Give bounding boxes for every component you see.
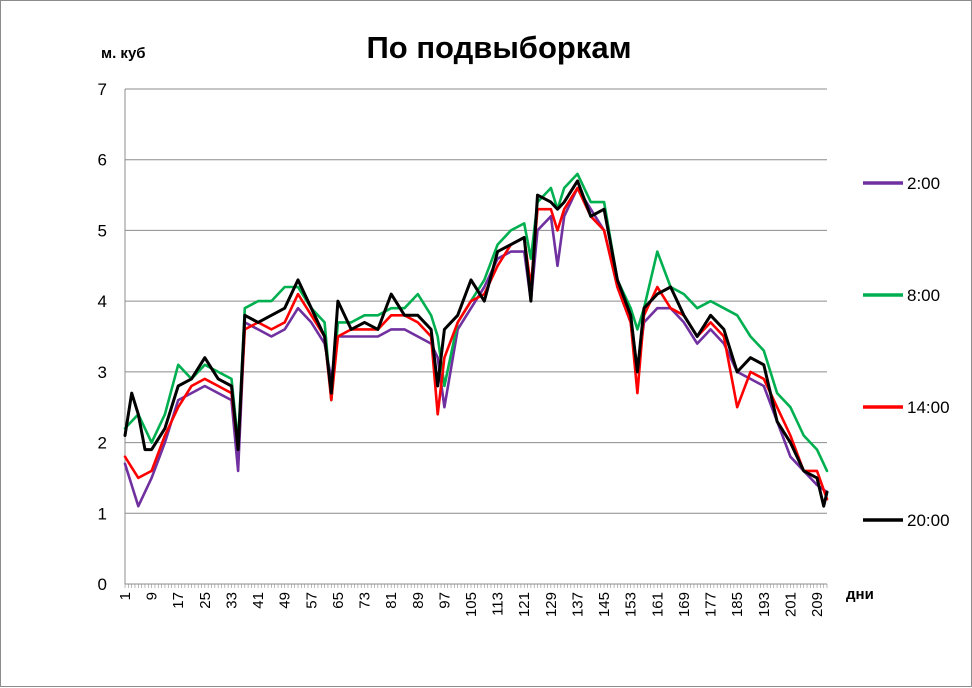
- series-line-200: [123, 186, 829, 508]
- x-tick-label: 137: [569, 592, 586, 617]
- legend-label: 2:00: [907, 174, 940, 193]
- x-tick-labels: 1 9 17 25 33 41 49 57 65 73 81 89 97 105 113 121 129 137 1…: [117, 592, 826, 617]
- x-tick-label: 209: [809, 592, 826, 617]
- x-tick-label: 169: [676, 592, 693, 617]
- x-tick-label: 185: [729, 592, 746, 617]
- legend-label: 8:00: [907, 286, 940, 305]
- x-tick-label: 17: [170, 592, 187, 609]
- y-tick-labels: 0 1 2 3 4 5 6 7: [98, 80, 107, 594]
- x-tick-label: 25: [197, 592, 214, 609]
- y-tick-label: 2: [98, 434, 107, 453]
- legend-label: 14:00: [907, 398, 950, 417]
- x-tick-label: 9: [144, 592, 161, 600]
- x-tick-label: 121: [516, 592, 533, 617]
- x-tick-label: 57: [303, 592, 320, 609]
- x-tick-label: 201: [782, 592, 799, 617]
- y-tick-label: 4: [98, 292, 107, 311]
- legend-label: 20:00: [907, 511, 950, 530]
- axes: [124, 89, 828, 588]
- y-tick-label: 7: [98, 80, 107, 99]
- x-tick-label: 113: [490, 592, 507, 616]
- x-tick-label: 89: [410, 592, 427, 609]
- x-tick-label: 1: [117, 592, 134, 600]
- x-tick-label: 33: [223, 592, 240, 609]
- series-lines: [123, 172, 829, 508]
- y-axis-unit-label: м. куб: [101, 45, 146, 62]
- y-tick-label: 1: [98, 504, 107, 523]
- x-tick-label: 65: [330, 592, 347, 609]
- chart-title: По подвыборкам: [367, 30, 632, 65]
- y-tick-label: 5: [98, 221, 107, 240]
- x-tick-label: 81: [383, 592, 400, 609]
- x-tick-label: 97: [436, 592, 453, 609]
- series-line-800: [123, 172, 829, 473]
- x-tick-label: 41: [250, 592, 267, 609]
- series-line-2000: [123, 179, 829, 508]
- y-tick-label: 0: [98, 575, 107, 594]
- x-tick-label: 153: [623, 592, 640, 617]
- x-tick-label: 73: [357, 592, 374, 609]
- x-tick-label: 129: [543, 592, 560, 617]
- x-tick-label: 161: [649, 592, 666, 617]
- y-tick-label: 6: [98, 151, 107, 170]
- x-tick-label: 105: [463, 592, 480, 617]
- x-axis-unit-label: дни: [846, 586, 874, 603]
- x-tick-label: 177: [703, 592, 720, 617]
- y-tick-label: 3: [98, 363, 107, 382]
- legend: 2:00 8:00 14:00 20:00: [863, 174, 950, 530]
- x-tick-label: 49: [277, 592, 294, 609]
- x-tick-label: 193: [756, 592, 773, 617]
- series-line-1400: [123, 186, 829, 501]
- x-tick-label: 145: [596, 592, 613, 617]
